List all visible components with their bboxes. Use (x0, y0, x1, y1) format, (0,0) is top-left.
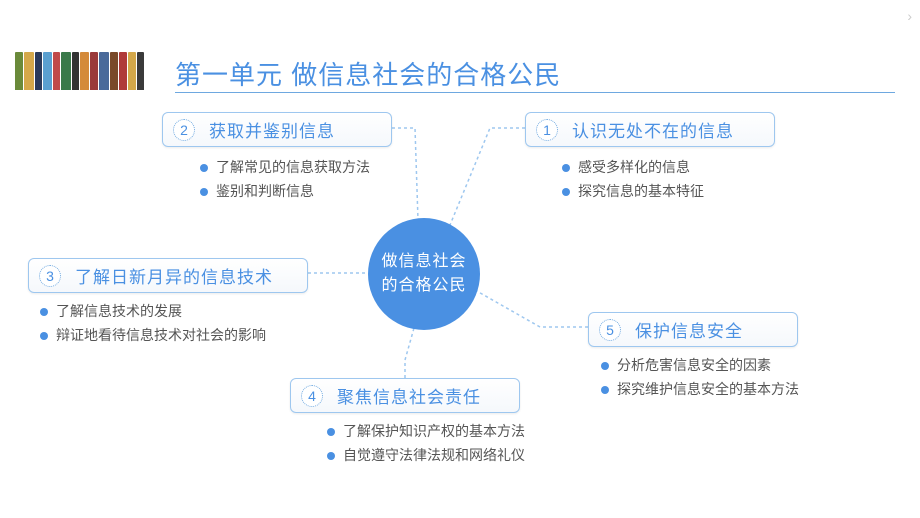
topic-node-3: 3 了解日新月异的信息技术 (28, 258, 308, 293)
book-spine (35, 52, 43, 90)
topic-label: 认识无处不在的信息 (572, 117, 734, 142)
topic-bullets-1: 感受多样化的信息探究信息的基本特征 (562, 156, 704, 204)
bullet-item: 感受多样化的信息 (562, 156, 704, 180)
bullet-item: 辩证地看待信息技术对社会的影响 (40, 324, 266, 348)
page-title: 第一单元 做信息社会的合格公民 (175, 55, 561, 92)
bullet-item: 了解信息技术的发展 (40, 300, 266, 324)
book-spine (137, 52, 144, 90)
topic-bullets-2: 了解常见的信息获取方法鉴别和判断信息 (200, 156, 370, 204)
book-spine (119, 52, 128, 90)
book-spine (80, 52, 89, 90)
bullet-item: 分析危害信息安全的因素 (601, 354, 799, 378)
bullet-item: 了解保护知识产权的基本方法 (327, 420, 525, 444)
topic-bullets-4: 了解保护知识产权的基本方法自觉遵守法律法规和网络礼仪 (327, 420, 525, 468)
book-spine (110, 52, 118, 90)
bullet-item: 鉴别和判断信息 (200, 180, 370, 204)
topic-number: 5 (599, 319, 621, 341)
bullet-item: 了解常见的信息获取方法 (200, 156, 370, 180)
topic-node-1: 1 认识无处不在的信息 (525, 112, 775, 147)
topic-number: 3 (39, 265, 61, 287)
book-spine (128, 52, 136, 90)
corner-arrow-icon: › (907, 8, 912, 24)
bullet-item: 探究信息的基本特征 (562, 180, 704, 204)
bullet-item: 探究维护信息安全的基本方法 (601, 378, 799, 402)
book-spine (24, 52, 34, 90)
book-spine (43, 52, 52, 90)
book-spine (61, 52, 71, 90)
topic-bullets-3: 了解信息技术的发展辩证地看待信息技术对社会的影响 (40, 300, 266, 348)
book-spine (72, 52, 80, 90)
topic-node-5: 5 保护信息安全 (588, 312, 798, 347)
bullet-item: 自觉遵守法律法规和网络礼仪 (327, 444, 525, 468)
book-spine (53, 52, 60, 90)
book-spine (15, 52, 23, 90)
topic-number: 4 (301, 385, 323, 407)
topic-bullets-5: 分析危害信息安全的因素探究维护信息安全的基本方法 (601, 354, 799, 402)
topic-label: 了解日新月异的信息技术 (75, 263, 273, 288)
topic-label: 保护信息安全 (635, 317, 743, 342)
title-underline (175, 92, 895, 93)
center-line-1: 做信息社会 (368, 250, 480, 274)
topic-label: 聚焦信息社会责任 (337, 383, 481, 408)
topic-number: 1 (536, 119, 558, 141)
topic-node-4: 4 聚焦信息社会责任 (290, 378, 520, 413)
books-decoration (15, 50, 145, 90)
book-spine (99, 52, 109, 90)
center-line-2: 的合格公民 (368, 274, 480, 298)
topic-number: 2 (173, 119, 195, 141)
book-spine (90, 52, 98, 90)
center-topic-circle: 做信息社会 的合格公民 (368, 218, 480, 330)
topic-label: 获取并鉴别信息 (209, 117, 335, 142)
topic-node-2: 2 获取并鉴别信息 (162, 112, 392, 147)
